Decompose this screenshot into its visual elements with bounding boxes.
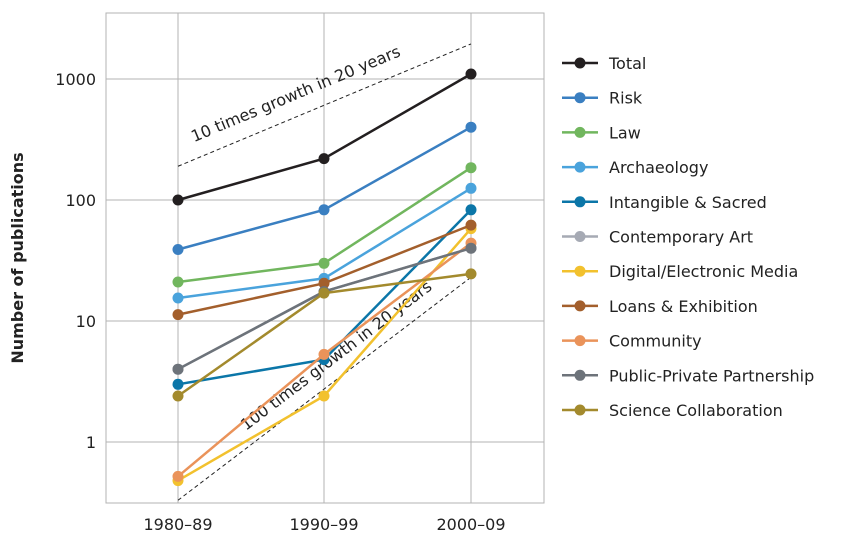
- legend-swatch-marker: [574, 404, 586, 416]
- legend-label: Intangible & Sacred: [609, 193, 767, 212]
- axes: 1980–89 1990–99 2000–09 1 10 100 1000: [55, 70, 505, 534]
- legend-label: Law: [609, 123, 641, 142]
- legend-item: Community: [562, 332, 702, 351]
- legend-label: Total: [608, 54, 646, 73]
- legend-label: Risk: [609, 89, 643, 108]
- data-point: [318, 204, 330, 216]
- legend-item: Law: [562, 123, 641, 142]
- data-point: [318, 390, 330, 402]
- legend-item: Digital/Electronic Media: [562, 262, 798, 281]
- legend-swatch-marker: [574, 335, 586, 347]
- series-loans-exhibition: [172, 219, 477, 321]
- growth-guide-line: [177, 43, 472, 167]
- y-tick-label: 1000: [55, 70, 96, 89]
- legend-swatch-marker: [574, 126, 586, 138]
- data-point: [465, 268, 477, 280]
- data-point: [465, 242, 477, 254]
- data-point: [318, 257, 330, 269]
- legend-item: Risk: [562, 89, 643, 108]
- legend-item: Total: [562, 54, 646, 73]
- x-tick-label: 1990–99: [289, 515, 358, 534]
- data-point: [465, 162, 477, 174]
- series-law: [172, 162, 477, 288]
- legend-swatch-marker: [574, 231, 586, 242]
- data-point: [465, 121, 477, 133]
- legend-item: Intangible & Sacred: [562, 193, 767, 212]
- x-tick-label: 2000–09: [436, 515, 505, 534]
- growth-annotation: 100 times growth in 20 years: [237, 277, 436, 435]
- legend-item: Contemporary Art: [562, 228, 753, 247]
- data-point: [318, 287, 330, 299]
- legend-swatch-marker: [574, 92, 586, 104]
- data-point: [318, 153, 330, 165]
- data-point: [465, 219, 477, 231]
- legend-item: Archaeology: [562, 158, 708, 177]
- series-risk: [172, 121, 477, 255]
- legend-swatch-marker: [574, 300, 586, 312]
- legend-item: Science Collaboration: [562, 401, 783, 420]
- legend-label: Science Collaboration: [609, 401, 783, 420]
- data-point: [465, 182, 477, 194]
- legend-label: Digital/Electronic Media: [609, 262, 798, 281]
- data-point: [318, 348, 330, 360]
- legend-item: Public-Private Partnership: [562, 366, 814, 385]
- legend-swatch-marker: [574, 265, 586, 277]
- data-point: [465, 204, 477, 216]
- y-tick-label: 10: [76, 312, 96, 331]
- legend-swatch-marker: [574, 161, 586, 173]
- legend-swatch-marker: [574, 196, 586, 208]
- legend-label: Contemporary Art: [609, 228, 753, 247]
- data-point: [172, 276, 184, 288]
- plot-frame: [105, 12, 545, 504]
- legend-label: Archaeology: [609, 158, 708, 177]
- legend-item: Loans & Exhibition: [562, 297, 758, 316]
- legend: Total Risk Law Archaeology Intangible & Sacr…: [562, 54, 814, 420]
- y-tick-label: 100: [65, 191, 96, 210]
- data-point: [172, 244, 184, 255]
- data-point: [172, 470, 184, 482]
- series-science-collaboration: [172, 268, 477, 402]
- legend-swatch-marker: [574, 57, 586, 69]
- data-point: [172, 292, 184, 304]
- data-point: [465, 68, 477, 80]
- growth-guide-line: [177, 276, 472, 501]
- data-point: [172, 363, 184, 375]
- x-tick-label: 1980–89: [143, 515, 212, 534]
- legend-label: Community: [609, 332, 702, 351]
- data-point: [172, 309, 184, 321]
- series-total: [172, 68, 477, 206]
- y-axis-label: Number of publications: [8, 152, 27, 363]
- data-point: [172, 378, 184, 390]
- series-lines: [172, 68, 477, 487]
- legend-swatch-marker: [574, 369, 586, 381]
- y-tick-label: 1: [86, 433, 96, 452]
- data-point: [318, 277, 330, 289]
- legend-label: Public-Private Partnership: [609, 366, 814, 385]
- legend-label: Loans & Exhibition: [609, 297, 758, 316]
- data-point: [172, 194, 184, 206]
- data-point: [172, 390, 184, 402]
